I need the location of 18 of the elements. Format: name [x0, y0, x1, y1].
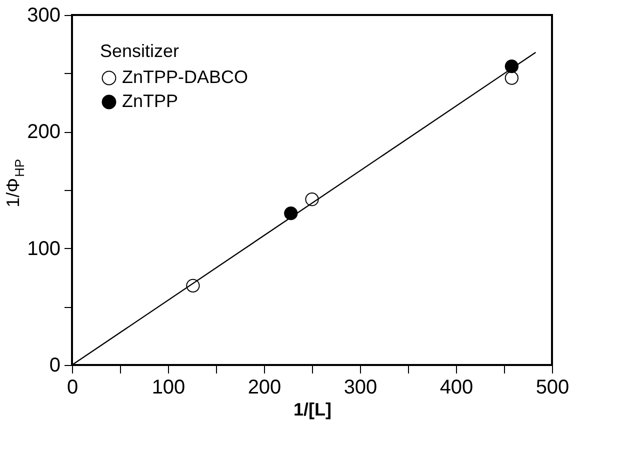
x-tick-label: 0: [66, 376, 78, 398]
x-axis-title: 1/[L]: [294, 400, 332, 420]
y-tick-label: 300: [27, 4, 60, 26]
x-tick-label: 300: [344, 376, 378, 398]
y-axis-title: 1/ΦHP: [3, 158, 27, 208]
y-tick-label: 0: [49, 354, 60, 376]
legend-title: Sensitizer: [100, 41, 180, 61]
y-tick-label: 200: [27, 121, 60, 144]
x-tick-label: 100: [152, 376, 186, 398]
y-tick-label: 100: [27, 238, 60, 260]
point: [504, 60, 519, 74]
x-tick-label: 200: [248, 376, 282, 398]
point: [504, 71, 519, 85]
legend-label: ZnTPP-DABCO: [122, 67, 248, 87]
point: [284, 206, 298, 220]
x-tick-label: 400: [440, 376, 474, 398]
legend-label: ZnTPP: [122, 91, 178, 111]
x-tick-label: 500: [536, 376, 570, 398]
